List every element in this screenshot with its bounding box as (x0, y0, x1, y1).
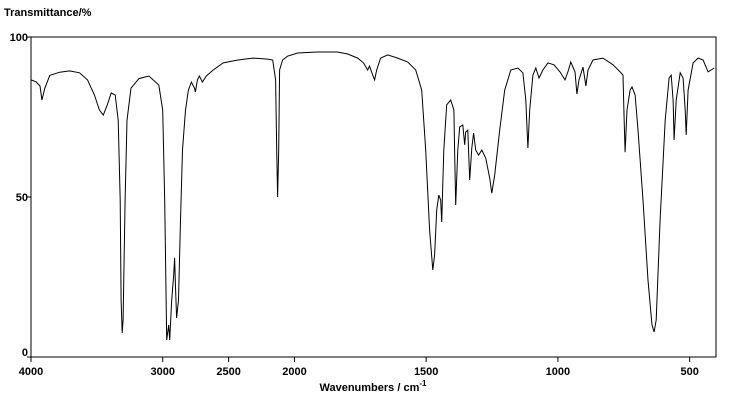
y-tick-label: 50 (16, 192, 28, 204)
x-axis-label: Wavenumbers / cm-1 (320, 379, 428, 394)
x-tick-label: 500 (680, 366, 698, 378)
x-tick-label: 4000 (19, 366, 43, 378)
y-tick-label: 0 (22, 347, 28, 359)
x-tick-label: 2500 (216, 366, 240, 378)
x-tick-label: 2000 (282, 366, 306, 378)
x-tick-label: 1500 (414, 366, 438, 378)
y-tick-label: 100 (10, 32, 28, 44)
spectrum-line (30, 51, 715, 341)
chart-title: Transmittance/% (4, 7, 92, 19)
x-label-sup: -1 (419, 379, 427, 388)
x-label-main: Wavenumbers / cm (320, 382, 420, 394)
x-tick-label: 1000 (546, 366, 570, 378)
x-tick-label: 3000 (150, 366, 174, 378)
